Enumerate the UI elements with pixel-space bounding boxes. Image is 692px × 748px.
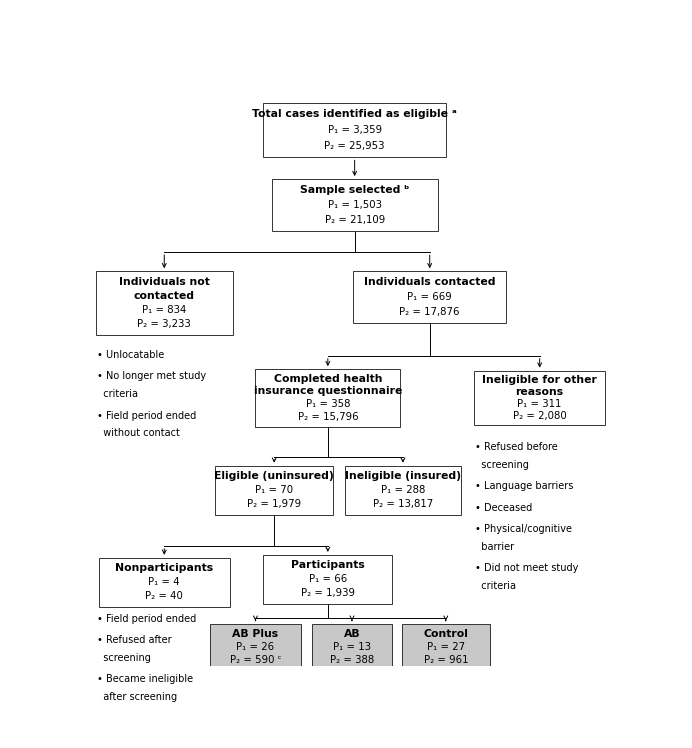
Text: P₂ = 961: P₂ = 961: [424, 655, 468, 665]
Text: P₁ = 70: P₁ = 70: [255, 485, 293, 495]
Text: • Became ineligible: • Became ineligible: [97, 675, 193, 684]
Text: P₁ = 27: P₁ = 27: [427, 642, 465, 652]
FancyBboxPatch shape: [255, 369, 400, 426]
Text: criteria: criteria: [97, 389, 138, 399]
Text: Total cases identified as eligible ᵃ: Total cases identified as eligible ᵃ: [253, 109, 457, 120]
Text: P₂ = 40: P₂ = 40: [145, 591, 183, 601]
Text: Ineligible for other: Ineligible for other: [482, 375, 597, 384]
FancyBboxPatch shape: [96, 272, 233, 334]
Text: P₂ = 3,233: P₂ = 3,233: [138, 319, 191, 329]
Text: without contact: without contact: [97, 429, 180, 438]
Text: Eligible (uninsured): Eligible (uninsured): [215, 471, 334, 481]
FancyBboxPatch shape: [271, 179, 438, 231]
Text: insurance questionnaire: insurance questionnaire: [254, 387, 402, 396]
Text: reasons: reasons: [516, 387, 564, 397]
Text: • Field period ended: • Field period ended: [97, 411, 197, 420]
FancyBboxPatch shape: [210, 624, 301, 669]
Text: Individuals contacted: Individuals contacted: [364, 278, 495, 287]
Text: • Physical/cognitive: • Physical/cognitive: [475, 524, 572, 534]
Text: contacted: contacted: [134, 291, 194, 301]
Text: P₁ = 13: P₁ = 13: [333, 642, 371, 652]
Text: P₂ = 13,817: P₂ = 13,817: [373, 499, 433, 509]
Text: AB Plus: AB Plus: [233, 628, 278, 639]
Text: • Unlocatable: • Unlocatable: [97, 350, 165, 360]
FancyBboxPatch shape: [474, 370, 606, 426]
FancyBboxPatch shape: [354, 272, 506, 323]
FancyBboxPatch shape: [311, 624, 392, 669]
Text: P₂ = 388: P₂ = 388: [330, 655, 374, 665]
Text: P₂ = 21,109: P₂ = 21,109: [325, 215, 385, 224]
Text: P₁ = 834: P₁ = 834: [142, 305, 186, 315]
Text: • Language barriers: • Language barriers: [475, 482, 574, 491]
Text: P₂ = 2,080: P₂ = 2,080: [513, 411, 567, 421]
Text: P₁ = 3,359: P₁ = 3,359: [327, 125, 382, 135]
Text: P₁ = 66: P₁ = 66: [309, 574, 347, 584]
Text: Ineligible (insured): Ineligible (insured): [345, 471, 461, 481]
Text: P₁ = 26: P₁ = 26: [237, 642, 275, 652]
Text: P₂ = 17,876: P₂ = 17,876: [399, 307, 460, 317]
Text: P₁ = 288: P₁ = 288: [381, 485, 425, 495]
Text: P₂ = 590 ᶜ: P₂ = 590 ᶜ: [230, 655, 281, 665]
Text: P₁ = 4: P₁ = 4: [149, 577, 180, 587]
Text: • Deceased: • Deceased: [475, 503, 533, 512]
FancyBboxPatch shape: [215, 465, 333, 515]
Text: P₂ = 1,979: P₂ = 1,979: [247, 499, 301, 509]
FancyBboxPatch shape: [98, 558, 230, 607]
Text: • Refused after: • Refused after: [97, 635, 172, 646]
FancyBboxPatch shape: [345, 465, 461, 515]
Text: Sample selected ᵇ: Sample selected ᵇ: [300, 186, 410, 195]
Text: barrier: barrier: [475, 542, 514, 552]
Text: • No longer met study: • No longer met study: [97, 372, 206, 381]
Text: P₂ = 15,796: P₂ = 15,796: [298, 412, 358, 422]
Text: P₁ = 358: P₁ = 358: [306, 399, 350, 409]
Text: Participants: Participants: [291, 560, 365, 570]
Text: • Field period ended: • Field period ended: [97, 614, 197, 624]
Text: P₂ = 1,939: P₂ = 1,939: [301, 589, 355, 598]
Text: • Refused before: • Refused before: [475, 442, 558, 453]
Text: after screening: after screening: [97, 692, 177, 702]
Text: P₂ = 25,953: P₂ = 25,953: [325, 141, 385, 150]
Text: screening: screening: [475, 460, 529, 470]
Text: • Did not meet study: • Did not meet study: [475, 563, 579, 573]
Text: Completed health: Completed health: [273, 374, 382, 384]
Text: criteria: criteria: [475, 581, 516, 591]
Text: screening: screening: [97, 653, 151, 663]
FancyBboxPatch shape: [264, 555, 392, 604]
Text: P₁ = 1,503: P₁ = 1,503: [327, 200, 382, 210]
Text: Nonparticipants: Nonparticipants: [115, 563, 213, 573]
Text: P₁ = 311: P₁ = 311: [518, 399, 562, 409]
Text: Individuals not: Individuals not: [119, 277, 210, 286]
Text: AB: AB: [344, 628, 361, 639]
FancyBboxPatch shape: [401, 624, 490, 669]
Text: Control: Control: [424, 628, 468, 639]
Text: P₁ = 669: P₁ = 669: [408, 292, 452, 302]
FancyBboxPatch shape: [264, 102, 446, 157]
